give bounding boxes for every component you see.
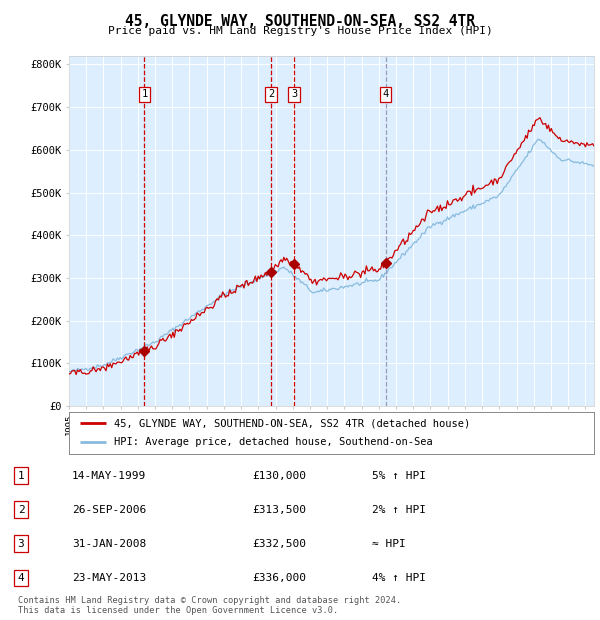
Text: ≈ HPI: ≈ HPI	[372, 539, 406, 549]
Text: 4% ↑ HPI: 4% ↑ HPI	[372, 573, 426, 583]
Text: 2: 2	[268, 89, 274, 99]
Text: 23-MAY-2013: 23-MAY-2013	[72, 573, 146, 583]
Text: Contains HM Land Registry data © Crown copyright and database right 2024.
This d: Contains HM Land Registry data © Crown c…	[18, 596, 401, 615]
Text: 2: 2	[17, 505, 25, 515]
Text: 4: 4	[382, 89, 389, 99]
Text: 31-JAN-2008: 31-JAN-2008	[72, 539, 146, 549]
Text: 5% ↑ HPI: 5% ↑ HPI	[372, 471, 426, 480]
Text: 1: 1	[141, 89, 148, 99]
Text: £313,500: £313,500	[252, 505, 306, 515]
Text: 3: 3	[17, 539, 25, 549]
Text: 2% ↑ HPI: 2% ↑ HPI	[372, 505, 426, 515]
Text: 26-SEP-2006: 26-SEP-2006	[72, 505, 146, 515]
Text: Price paid vs. HM Land Registry's House Price Index (HPI): Price paid vs. HM Land Registry's House …	[107, 26, 493, 36]
Text: 4: 4	[17, 573, 25, 583]
Text: 45, GLYNDE WAY, SOUTHEND-ON-SEA, SS2 4TR: 45, GLYNDE WAY, SOUTHEND-ON-SEA, SS2 4TR	[125, 14, 475, 29]
Text: £130,000: £130,000	[252, 471, 306, 480]
Text: 1: 1	[17, 471, 25, 480]
Text: 3: 3	[291, 89, 297, 99]
Text: HPI: Average price, detached house, Southend-on-Sea: HPI: Average price, detached house, Sout…	[113, 438, 433, 448]
Text: £336,000: £336,000	[252, 573, 306, 583]
Text: 14-MAY-1999: 14-MAY-1999	[72, 471, 146, 480]
Text: £332,500: £332,500	[252, 539, 306, 549]
Text: 45, GLYNDE WAY, SOUTHEND-ON-SEA, SS2 4TR (detached house): 45, GLYNDE WAY, SOUTHEND-ON-SEA, SS2 4TR…	[113, 418, 470, 428]
